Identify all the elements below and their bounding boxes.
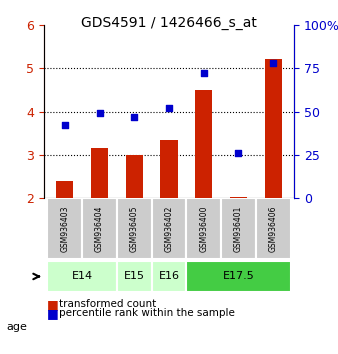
Text: ■: ■: [47, 298, 58, 311]
Bar: [160, 140, 178, 198]
Point: [236, 150, 241, 156]
Text: GSM936406: GSM936406: [269, 205, 278, 252]
Bar: [126, 155, 143, 198]
FancyBboxPatch shape: [47, 261, 117, 292]
FancyBboxPatch shape: [186, 261, 291, 292]
Text: E17.5: E17.5: [223, 271, 255, 281]
Text: GSM936402: GSM936402: [165, 206, 173, 252]
Bar: [265, 59, 282, 198]
FancyBboxPatch shape: [152, 261, 186, 292]
Text: E16: E16: [159, 271, 179, 281]
Point: [97, 110, 102, 116]
Bar: [195, 90, 212, 198]
FancyBboxPatch shape: [186, 198, 221, 259]
FancyBboxPatch shape: [47, 198, 82, 259]
Text: ■: ■: [47, 307, 58, 320]
Text: GSM936401: GSM936401: [234, 206, 243, 252]
FancyBboxPatch shape: [117, 261, 152, 292]
Text: GSM936400: GSM936400: [199, 205, 208, 252]
Point: [166, 105, 172, 111]
FancyBboxPatch shape: [82, 198, 117, 259]
FancyBboxPatch shape: [256, 198, 291, 259]
Text: GSM936405: GSM936405: [130, 205, 139, 252]
Point: [270, 60, 276, 66]
FancyBboxPatch shape: [221, 198, 256, 259]
Text: transformed count: transformed count: [59, 299, 156, 309]
Text: GSM936403: GSM936403: [60, 205, 69, 252]
Text: GSM936404: GSM936404: [95, 205, 104, 252]
Bar: [56, 181, 73, 198]
Text: GDS4591 / 1426466_s_at: GDS4591 / 1426466_s_at: [81, 16, 257, 30]
Point: [201, 70, 207, 76]
FancyBboxPatch shape: [152, 198, 186, 259]
Text: percentile rank within the sample: percentile rank within the sample: [59, 308, 235, 318]
Point: [62, 122, 68, 128]
Bar: [91, 148, 108, 198]
Text: E15: E15: [124, 271, 145, 281]
Point: [131, 114, 137, 120]
Text: age: age: [7, 322, 28, 332]
Text: E14: E14: [72, 271, 93, 281]
FancyBboxPatch shape: [117, 198, 152, 259]
